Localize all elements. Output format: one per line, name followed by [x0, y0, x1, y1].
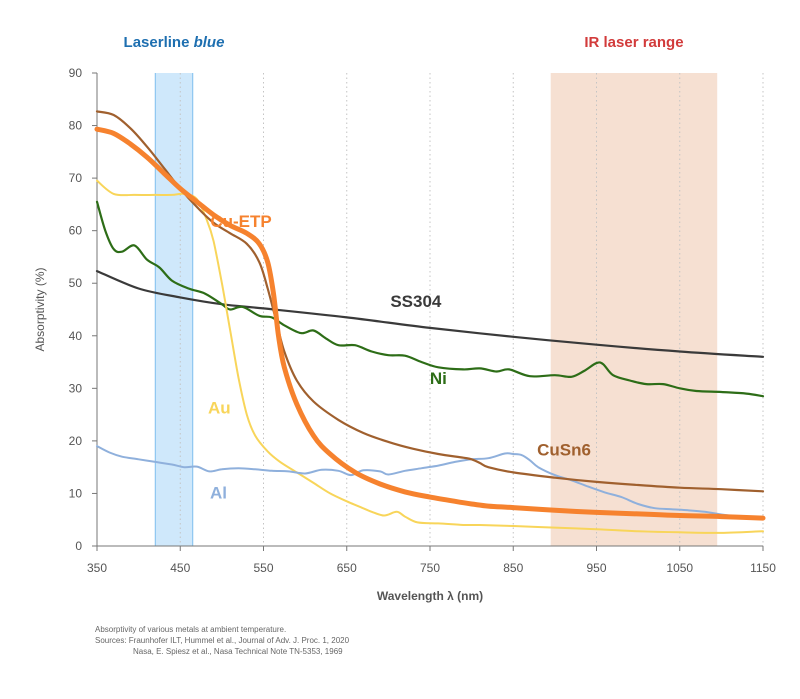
x-tick-label: 650 [337, 561, 357, 575]
axes-layer: 0 10 20 30 40 50 60 70 80 90 350 450 550 650 750 850 950… [33, 66, 776, 603]
y-tick-label: 70 [69, 171, 83, 185]
series-label-au: Au [208, 399, 231, 418]
band-1 [550, 73, 718, 546]
chart-caption: Absorptivity of various metals at ambien… [95, 624, 349, 657]
series-label-al: Al [210, 484, 227, 503]
absorptivity-chart: Laserline blue IR laser range 0 10 20 30 40 50… [33, 34, 776, 603]
series-layer [94, 110, 766, 534]
x-tick-label: 850 [503, 561, 523, 575]
band-layer: Laserline blue IR laser range [124, 34, 718, 546]
series-label-layer: Cu-ETP SS304 Ni Au CuSn6 Al [208, 212, 591, 503]
x-tick-label: 350 [87, 561, 107, 575]
y-tick-label: 10 [69, 486, 83, 500]
series-label-ni: Ni [430, 369, 447, 388]
y-tick-label: 80 [69, 119, 83, 133]
x-tick-label: 550 [253, 561, 273, 575]
x-axis-title: Wavelength λ (nm) [377, 589, 483, 603]
series-label-cusn6: CuSn6 [537, 441, 591, 460]
x-tick-label: 950 [586, 561, 606, 575]
series-line-ss304 [95, 270, 765, 358]
band-label-1: IR laser range [584, 34, 683, 51]
y-tick-label: 40 [69, 329, 83, 343]
x-tick-label: 1150 [750, 561, 776, 575]
y-tick-label: 60 [69, 224, 83, 238]
y-axis-title: Absorptivity (%) [33, 267, 47, 351]
series-line-al [96, 445, 764, 520]
x-tick-label: 750 [420, 561, 440, 575]
y-tick-label: 30 [69, 381, 83, 395]
band-label-part: IR laser range [584, 34, 683, 51]
y-tick-label: 20 [69, 434, 83, 448]
band-label-0: Laserline blue [124, 34, 225, 51]
series-label-cu-etp: Cu-ETP [210, 212, 271, 231]
x-tick-label: 1050 [666, 561, 693, 575]
x-tick-label: 450 [170, 561, 190, 575]
y-tick-label: 50 [69, 276, 83, 290]
y-tick-label: 90 [69, 66, 83, 80]
caption-line-3: Nasa, E. Spiesz et al., Nasa Technical N… [133, 647, 343, 656]
series-line-ni [95, 200, 765, 398]
band-label-part: Laserline [124, 34, 194, 51]
series-line-cu-etp [94, 126, 766, 521]
series-label-ss304: SS304 [390, 292, 442, 311]
caption-line-2: Sources: Fraunhofer ILT, Hummel et al., … [95, 636, 350, 645]
band-0 [155, 73, 193, 546]
y-tick-label: 0 [75, 539, 82, 553]
caption-line-1: Absorptivity of various metals at ambien… [95, 625, 287, 634]
band-label-part: blue [194, 34, 225, 51]
